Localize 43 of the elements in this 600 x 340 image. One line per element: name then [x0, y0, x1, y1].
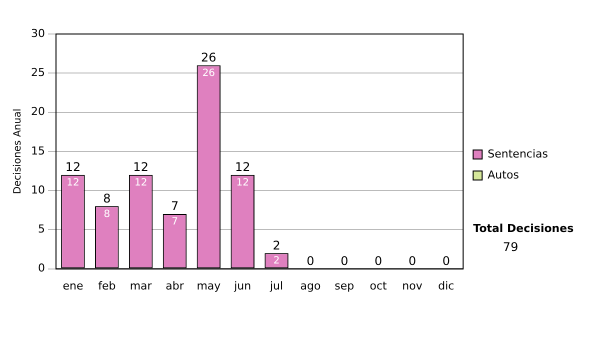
y-tick-label: 0	[38, 262, 45, 275]
legend-label: Autos	[488, 168, 520, 182]
total-label: 0	[442, 254, 450, 268]
x-tick-label: abr	[166, 279, 184, 292]
x-tick-label: may	[196, 279, 222, 292]
x-tick-label: jun	[233, 279, 252, 292]
data-label: 26	[202, 68, 216, 79]
legend-label: Sentencias	[488, 147, 548, 160]
y-tick-label: 5	[38, 222, 45, 236]
y-tick-label: 30	[30, 26, 45, 40]
x-tick-label: jul	[268, 279, 284, 292]
x-tick-label: sep	[334, 279, 354, 292]
y-tick-label: 10	[30, 183, 45, 196]
data-label: 8	[104, 208, 110, 220]
total-label: 7	[170, 199, 179, 214]
x-tick-label: dic	[438, 279, 454, 292]
total-label: 0	[374, 254, 382, 268]
x-tick-label: ene	[62, 279, 84, 292]
y-tick-label: 25	[30, 66, 45, 79]
text: Total Decisiones	[473, 222, 574, 235]
total-label: 12	[133, 160, 148, 174]
x-tick-label: feb	[98, 279, 116, 292]
total-label: 12	[65, 160, 81, 174]
data-label: 12	[66, 177, 80, 188]
x-tick-label: ago	[300, 279, 321, 292]
y-tick-label: 15	[30, 144, 45, 158]
y-axis-title: Decisiones Anual	[12, 108, 24, 194]
total-label: 0	[340, 254, 348, 268]
y-tick-label: 20	[30, 105, 45, 118]
data-label: 2	[273, 256, 280, 267]
data-label: 12	[134, 177, 148, 188]
x-tick-label: mar	[130, 279, 152, 292]
x-tick-label: oct	[370, 279, 388, 292]
text: 79	[502, 240, 518, 254]
total-label: 12	[234, 160, 250, 174]
total-label: 0	[408, 254, 416, 268]
data-label: 7	[172, 216, 178, 228]
total-label: 0	[306, 254, 314, 268]
data-label: 12	[236, 177, 249, 188]
total-label: 8	[103, 191, 111, 206]
total-label: 26	[201, 50, 216, 64]
x-tick-label: nov	[402, 279, 423, 292]
total-label: 2	[272, 238, 280, 252]
